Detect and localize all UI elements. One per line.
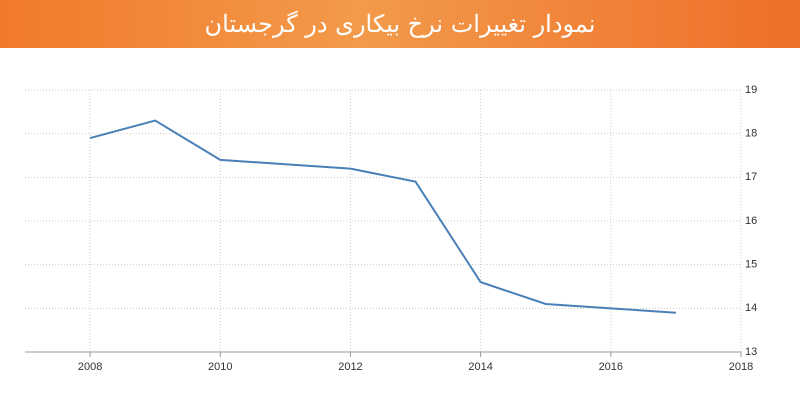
x-tick-label: 2008 bbox=[78, 361, 102, 373]
data-line bbox=[89, 119, 676, 314]
y-tick-label: 14 bbox=[745, 302, 757, 314]
x-tick-label: 2016 bbox=[599, 361, 623, 373]
y-tick-label: 15 bbox=[745, 259, 757, 271]
y-tick-label: 16 bbox=[745, 215, 757, 227]
x-tick-label: 2010 bbox=[208, 361, 232, 373]
y-tick-label: 17 bbox=[745, 171, 757, 183]
y-tick-label: 18 bbox=[745, 128, 757, 140]
x-tick-label: 2014 bbox=[468, 361, 492, 373]
chart-title: نمودار تغییرات نرخ بیکاری در گرجستان bbox=[204, 10, 596, 38]
y-tick-label: 13 bbox=[745, 346, 757, 358]
x-tick-label: 2012 bbox=[338, 361, 362, 373]
y-tick-label: 19 bbox=[745, 84, 757, 96]
banner bbox=[0, 0, 800, 48]
x-tick-label: 2018 bbox=[729, 361, 753, 373]
